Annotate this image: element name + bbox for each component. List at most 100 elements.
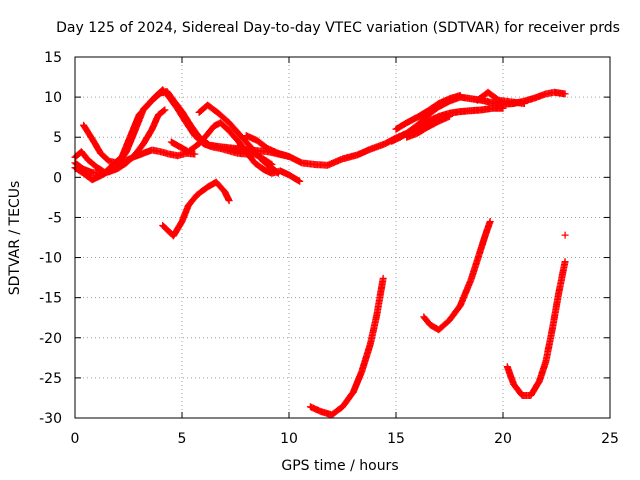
data-point-run: [285, 171, 304, 185]
data-point-run: [484, 88, 501, 103]
data-point-run: [328, 404, 345, 419]
series-track-3: [71, 106, 169, 177]
y-axis-label: SDTVAR / TECUs: [7, 181, 23, 296]
data-point-run: [169, 219, 185, 240]
data-point-run: [122, 128, 138, 156]
data-point-run: [510, 380, 525, 398]
data-point-run: [339, 390, 356, 411]
series-track-12: [473, 88, 528, 107]
data-point-run: [184, 141, 202, 156]
y-tick-label: 5: [53, 130, 62, 146]
data-point-run: [527, 378, 543, 399]
data-point-run: [204, 123, 217, 138]
series-track-13: [388, 118, 430, 145]
x-tick-label: 20: [494, 431, 512, 447]
data-point-run: [435, 112, 453, 125]
data-point-run: [131, 107, 147, 135]
y-tick-label: -20: [39, 331, 62, 347]
data-point-run: [349, 369, 365, 396]
data-point: [561, 231, 569, 239]
data-point-run: [550, 88, 569, 98]
data-point-run: [155, 106, 169, 119]
data-point-run: [80, 121, 95, 142]
y-tick-label: -5: [48, 210, 62, 226]
y-tick-label: 15: [44, 50, 62, 66]
data-point-run: [163, 88, 177, 103]
series-track-9: [392, 92, 464, 133]
series-track-15: [306, 274, 387, 419]
data-point-run: [221, 188, 233, 205]
data-point-run: [195, 131, 211, 148]
data-point-run: [204, 101, 221, 116]
data-point-run: [435, 317, 452, 334]
data-point-run: [446, 303, 463, 324]
data-point-run: [225, 127, 241, 143]
x-axis-label: GPS time / hours: [281, 458, 398, 474]
x-tick-label: 15: [387, 431, 405, 447]
series-track-4: [80, 121, 199, 167]
series-track-1: [71, 86, 250, 176]
data-point-run: [184, 192, 200, 209]
y-tick-label: -25: [39, 371, 62, 387]
data-point-run: [88, 135, 104, 156]
data-point-run: [396, 129, 412, 141]
data-point-run: [225, 119, 241, 135]
data-point-run: [187, 121, 202, 140]
y-tick-label: -30: [39, 411, 62, 427]
data-point-run: [339, 151, 360, 163]
data-point-run: [253, 136, 270, 152]
data-point-run: [140, 97, 155, 113]
data-point-run: [413, 108, 431, 121]
data-point-run: [148, 90, 163, 104]
data-points: [71, 86, 569, 419]
data-point-run: [467, 251, 483, 284]
data-point-run: [405, 124, 420, 136]
series-track-8: [234, 143, 276, 168]
series-track-7: [242, 132, 293, 160]
data-point-run: [274, 149, 293, 160]
plot-frame: [74, 56, 611, 419]
data-point-run: [482, 218, 494, 237]
y-tick-label: -10: [39, 251, 62, 267]
y-tick-label: 0: [53, 170, 62, 186]
data-point-run: [366, 140, 388, 153]
series-track-14: [159, 178, 233, 240]
series-track-16: [420, 218, 494, 334]
data-point-run: [503, 363, 517, 387]
data-point-run: [535, 359, 549, 385]
data-point-run: [413, 124, 431, 137]
data-point-run: [548, 291, 562, 334]
data-point-run: [148, 112, 162, 133]
data-point-run: [555, 258, 569, 298]
data-point-run: [324, 156, 345, 169]
axis-ticks: 0 5 10 15 20 25 -30 -25 -20 -15 -10 -5 0 5 10 15: [39, 50, 619, 447]
data-point-run: [413, 118, 430, 132]
x-tick-label: 25: [601, 431, 619, 447]
data-point-run: [84, 156, 99, 170]
data-point-run: [214, 109, 232, 126]
data-point-run: [424, 100, 442, 115]
data-point-run: [193, 184, 210, 199]
data-point-run: [542, 327, 556, 366]
series-track-17: [503, 258, 569, 399]
x-tick-label: 5: [178, 431, 187, 447]
data-point-run: [366, 313, 380, 348]
data-point-run: [251, 150, 266, 162]
data-point-run: [259, 155, 276, 168]
data-point-run: [446, 92, 464, 103]
data-point-run: [358, 342, 374, 375]
data-point-run: [217, 119, 232, 134]
data-point-run: [251, 159, 266, 172]
data-point-run: [488, 104, 507, 112]
data-point-run: [178, 108, 194, 128]
data-point-run: [159, 222, 176, 239]
chart-title: Day 125 of 2024, Sidereal Day-to-day VTE…: [56, 20, 620, 36]
y-tick-label: 10: [44, 90, 62, 106]
data-point-run: [178, 203, 192, 225]
series-outlier: [561, 231, 569, 239]
data-point-run: [140, 126, 155, 148]
data-point-run: [212, 178, 228, 195]
data-point-run: [354, 146, 373, 159]
data-point-run: [476, 231, 489, 257]
